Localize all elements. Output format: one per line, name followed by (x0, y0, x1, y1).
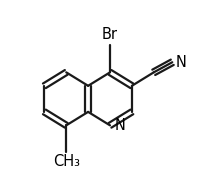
Text: N: N (176, 55, 187, 70)
Text: Br: Br (102, 27, 118, 42)
Text: CH₃: CH₃ (53, 154, 80, 169)
Text: N: N (115, 118, 126, 133)
